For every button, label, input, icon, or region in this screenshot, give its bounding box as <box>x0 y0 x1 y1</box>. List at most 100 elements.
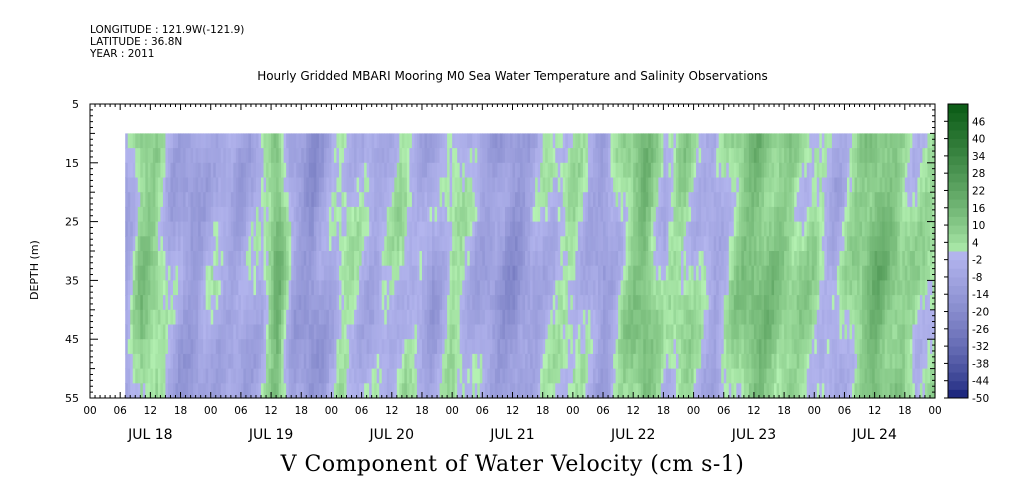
heatmap-cell <box>814 295 818 311</box>
heatmap-cell <box>756 368 760 384</box>
heatmap-cell <box>371 309 375 326</box>
heatmap-cell <box>550 192 554 208</box>
heatmap-cell <box>600 162 604 179</box>
heatmap-cell <box>172 177 177 193</box>
heatmap-cell <box>572 206 576 223</box>
heatmap-cell <box>464 251 468 267</box>
heatmap-cell <box>668 383 672 399</box>
heatmap-cell <box>364 368 368 384</box>
heatmap-cell <box>736 148 740 164</box>
heatmap-cell <box>520 236 524 252</box>
heatmap-cell <box>266 309 270 326</box>
heatmap-cell <box>278 295 282 311</box>
heatmap-cell <box>203 162 207 179</box>
heatmap-cell <box>595 221 599 237</box>
heatmap-cell <box>535 133 539 149</box>
heatmap-cell <box>195 295 199 311</box>
heatmap-cell <box>172 162 177 179</box>
heatmap-cell <box>414 265 418 281</box>
heatmap-cell <box>658 368 662 384</box>
heatmap-cell <box>220 383 224 399</box>
heatmap-cell <box>439 295 443 311</box>
heatmap-cell <box>678 265 682 281</box>
heatmap-cell <box>185 177 189 193</box>
heatmap-cell <box>421 221 426 237</box>
heatmap-cell <box>333 324 338 340</box>
heatmap-cell <box>414 236 418 252</box>
heatmap-cell <box>774 265 778 281</box>
heatmap-cell <box>618 353 622 370</box>
heatmap-cell <box>489 148 493 164</box>
heatmap-cell <box>809 339 813 355</box>
heatmap-cell <box>550 324 554 340</box>
heatmap-cell <box>520 162 524 179</box>
heatmap-cell <box>444 339 448 355</box>
heatmap-cell <box>288 309 292 326</box>
heatmap-cell <box>437 309 441 326</box>
heatmap-cell <box>437 339 441 355</box>
heatmap-cell <box>509 162 514 179</box>
heatmap-cell <box>474 280 478 296</box>
heatmap-cell <box>248 206 252 223</box>
heatmap-cell <box>457 133 461 149</box>
heatmap-cell <box>613 353 617 370</box>
heatmap-cell <box>618 280 622 296</box>
heatmap-cell <box>462 280 466 296</box>
heatmap-cell <box>371 280 375 296</box>
heatmap-cell <box>351 368 355 384</box>
heatmap-cell <box>482 221 486 237</box>
heatmap-cell <box>399 148 403 164</box>
heatmap-cell <box>696 368 700 384</box>
heatmap-cell <box>763 162 768 179</box>
heatmap-cell <box>225 162 229 179</box>
heatmap-cell <box>255 339 260 355</box>
heatmap-cell <box>444 295 448 311</box>
heatmap-cell <box>404 133 408 149</box>
heatmap-cell <box>426 206 431 223</box>
heatmap-cell <box>366 309 370 326</box>
heatmap-cell <box>550 295 554 311</box>
heatmap-cell <box>293 368 297 384</box>
heatmap-cell <box>726 206 730 223</box>
heatmap-cell <box>160 309 164 326</box>
heatmap-cell <box>218 162 222 179</box>
heatmap-cell <box>245 265 250 281</box>
heatmap-cell <box>467 339 471 355</box>
heatmap-cell <box>816 206 820 223</box>
heatmap-cell <box>281 368 285 384</box>
heatmap-cell <box>346 353 350 370</box>
heatmap-cell <box>273 133 277 149</box>
heatmap-cell <box>328 309 333 326</box>
heatmap-cell <box>142 236 146 252</box>
heatmap-cell <box>658 324 662 340</box>
heatmap-cell <box>328 192 333 208</box>
heatmap-cell <box>761 177 765 193</box>
heatmap-cell <box>542 339 546 355</box>
heatmap-cell <box>271 295 275 311</box>
heatmap-cell <box>525 353 529 370</box>
heatmap-cell <box>633 295 637 311</box>
heatmap-cell <box>218 383 222 399</box>
heatmap-cell <box>628 206 632 223</box>
heatmap-cell <box>630 324 634 340</box>
heatmap-cell <box>796 265 800 281</box>
heatmap-cell <box>774 206 778 223</box>
heatmap-cell <box>444 280 448 296</box>
heatmap-cell <box>673 192 677 208</box>
heatmap-cell <box>396 251 400 267</box>
heatmap-cell <box>570 383 574 399</box>
heatmap-cell <box>200 339 204 355</box>
heatmap-cell <box>766 383 770 399</box>
heatmap-cell <box>162 148 167 164</box>
heatmap-cell <box>794 206 798 223</box>
heatmap-cell <box>668 309 672 326</box>
heatmap-cell <box>170 324 174 340</box>
heatmap-cell <box>421 236 426 252</box>
heatmap-cell <box>419 309 423 326</box>
heatmap-cell <box>741 251 745 267</box>
heatmap-cell <box>509 265 514 281</box>
heatmap-cell <box>243 353 247 370</box>
heatmap-cell <box>701 133 705 149</box>
heatmap-cell <box>331 309 335 326</box>
heatmap-cell <box>585 236 589 252</box>
